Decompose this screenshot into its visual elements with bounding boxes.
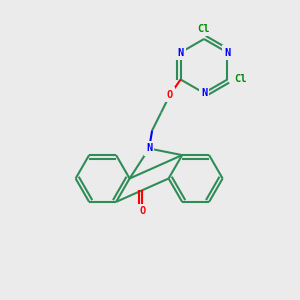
Text: N: N [224, 47, 230, 58]
Text: Cl: Cl [198, 23, 210, 34]
Text: O: O [139, 206, 146, 216]
Text: N: N [178, 47, 184, 58]
Text: N: N [201, 88, 207, 98]
Text: Cl: Cl [235, 74, 247, 85]
Text: N: N [146, 143, 152, 154]
Text: O: O [167, 89, 173, 100]
